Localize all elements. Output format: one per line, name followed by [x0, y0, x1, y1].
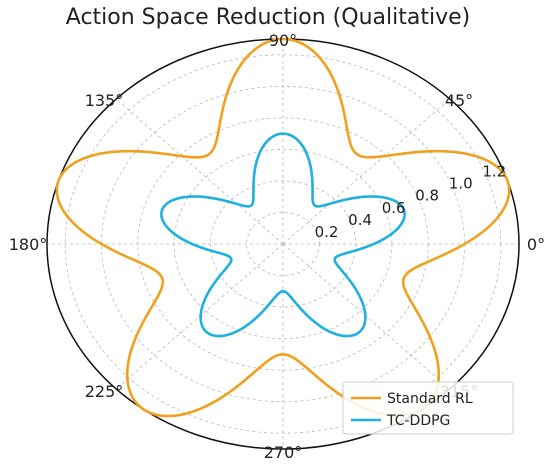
- legend-label-standard-rl: Standard RL: [387, 391, 473, 407]
- theta-tick-label: 135°: [85, 91, 124, 110]
- r-tick-label: 0.2: [315, 223, 339, 241]
- r-tick-label: 1.0: [449, 175, 473, 193]
- r-tick-label: 0.6: [382, 199, 406, 217]
- chart-title: Action Space Reduction (Qualitative): [66, 5, 470, 30]
- theta-tick-label: 0°: [527, 235, 545, 254]
- r-tick-label: 0.4: [348, 211, 372, 229]
- theta-tick-label: 270°: [264, 443, 303, 462]
- r-tick-label: 1.2: [482, 163, 506, 181]
- theta-gridline: [282, 98, 451, 245]
- series-line-tc-ddpg: [160, 132, 406, 338]
- theta-tick-label: 90°: [269, 31, 297, 50]
- theta-tick-label: 45°: [445, 91, 473, 110]
- legend-box: [342, 381, 514, 435]
- r-tick-label: 0.8: [415, 187, 439, 205]
- legend: Standard RL TC-DDPG: [342, 381, 514, 435]
- theta-tick-label: 225°: [85, 382, 124, 401]
- legend-label-tc-ddpg: TC-DDPG: [386, 413, 450, 429]
- theta-gridline: [115, 98, 284, 245]
- theta-tick-label: 180°: [9, 235, 48, 254]
